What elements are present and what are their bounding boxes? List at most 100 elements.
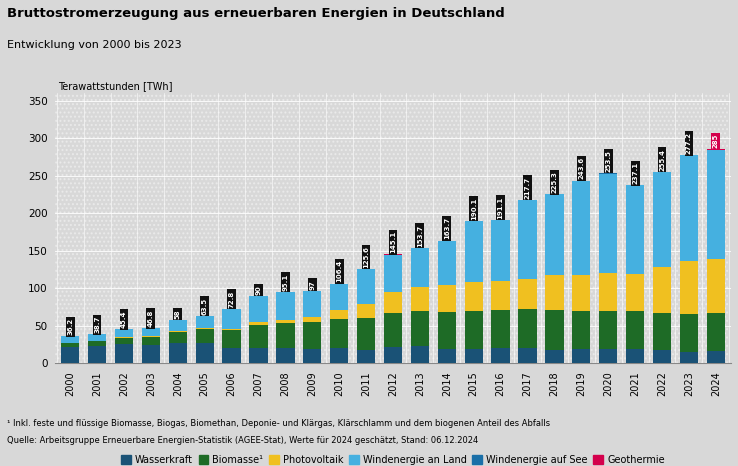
Bar [115,329,133,337]
Bar [680,314,698,352]
Bar [384,347,402,363]
Bar [545,275,564,309]
Bar [303,291,322,317]
Bar [653,267,671,313]
Bar [249,325,268,348]
Text: 225.3: 225.3 [551,171,557,193]
Bar [599,311,618,350]
Bar [142,345,160,363]
Bar [680,261,698,314]
Text: Entwicklung von 2000 bis 2023: Entwicklung von 2000 bis 2023 [7,40,182,49]
Bar [222,349,241,363]
Text: 277.2: 277.2 [686,132,692,154]
Bar [196,316,214,329]
Bar [330,348,348,363]
Text: Terawattstunden [TWh]: Terawattstunden [TWh] [58,81,173,91]
Bar [653,350,671,363]
Bar [572,349,590,363]
Bar [222,329,241,330]
Bar [276,323,294,348]
Bar [357,269,375,304]
Bar [572,181,590,275]
Bar [357,304,375,318]
Bar [680,352,698,363]
Bar [168,320,187,331]
Bar [384,313,402,347]
Bar [142,329,160,336]
Bar [518,200,537,279]
Bar [411,288,429,311]
Bar [411,248,429,288]
Text: 255.4: 255.4 [659,149,665,171]
Bar [626,311,644,349]
Bar [545,350,564,363]
Bar [518,309,537,348]
Bar [438,312,456,349]
Bar [464,311,483,350]
Bar [438,349,456,363]
Text: ¹ Inkl. feste und flüssige Biomasse, Biogas, Biomethan, Deponie- und Klärgas, Kl: ¹ Inkl. feste und flüssige Biomasse, Bio… [7,419,551,428]
Bar [249,296,268,322]
Bar [330,284,348,310]
Bar [61,347,79,363]
Text: 90: 90 [255,285,261,295]
Bar [492,220,510,281]
Bar [572,275,590,310]
Bar [222,330,241,349]
Bar [518,348,537,363]
Bar [518,279,537,309]
Bar [572,310,590,349]
Bar [653,313,671,350]
Text: 243.6: 243.6 [579,158,584,179]
Text: 58: 58 [175,309,181,319]
Bar [545,194,564,275]
Bar [707,259,725,313]
Bar [626,349,644,363]
Text: 95.1: 95.1 [283,274,289,291]
Bar [61,336,79,343]
Bar [492,309,510,348]
Bar [707,351,725,363]
Text: 72.8: 72.8 [229,290,235,308]
Bar [599,174,618,273]
Bar [680,155,698,261]
Bar [438,240,456,286]
Text: 45.4: 45.4 [121,311,127,328]
Bar [492,281,510,309]
Bar [330,319,348,348]
Bar [545,309,564,350]
Bar [303,317,322,322]
Bar [653,172,671,267]
Text: 36.2: 36.2 [67,318,73,335]
Bar [61,343,79,347]
Text: 163.7: 163.7 [444,217,449,240]
Text: 63.5: 63.5 [201,298,207,315]
Bar [249,348,268,363]
Bar [384,254,402,292]
Bar [249,322,268,325]
Text: 38.7: 38.7 [94,316,100,333]
Bar [411,346,429,363]
Bar [357,318,375,350]
Bar [303,322,322,349]
Text: 125.6: 125.6 [363,246,369,268]
Text: 46.8: 46.8 [148,310,154,327]
Text: Quelle: Arbeitsgruppe Erneuerbare Energien-Statistik (AGEE-Stat), Werte für 2024: Quelle: Arbeitsgruppe Erneuerbare Energi… [7,436,479,445]
Text: 191.1: 191.1 [497,197,503,219]
Bar [276,320,294,323]
Bar [464,282,483,311]
Bar [142,336,160,345]
Bar [276,348,294,363]
Bar [88,341,106,346]
Bar [222,309,241,329]
Bar [707,313,725,351]
Text: 153.7: 153.7 [417,225,423,247]
Bar [464,221,483,282]
Bar [115,344,133,363]
Bar [168,332,187,343]
Legend: Wasserkraft, Biomasse¹, Photovoltaik, Windenergie an Land, Windenergie auf See, : Wasserkraft, Biomasse¹, Photovoltaik, Wi… [121,455,665,465]
Bar [303,349,322,363]
Bar [196,343,214,363]
Bar [276,292,294,320]
Bar [88,346,106,363]
